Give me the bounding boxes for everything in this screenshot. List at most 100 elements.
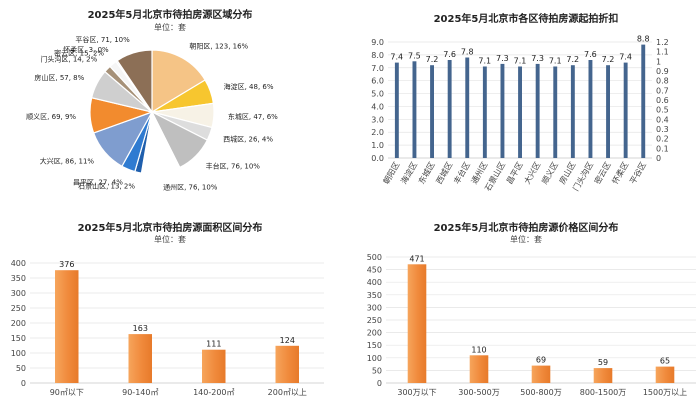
bar <box>535 63 540 158</box>
bar <box>641 44 646 158</box>
y-tick-label: 150 <box>11 334 26 343</box>
chart-title: 2025年5月北京市待拍房源价格区间分布 <box>434 221 619 234</box>
slice-label: 丰台区, 76, 10% <box>206 161 261 170</box>
x-tick-label: 怀柔区 <box>610 160 631 186</box>
x-tick-label: 300万以下 <box>397 388 436 397</box>
chart-subtitle: 单位：套 <box>154 22 186 32</box>
x-tick-label: 200㎡以上 <box>268 388 307 397</box>
y-tick-label: 250 <box>367 316 382 325</box>
bar <box>655 366 675 383</box>
slice-label: 大兴区, 86, 11% <box>40 157 95 166</box>
slice-label: 朝阳区, 123, 16% <box>189 41 248 50</box>
x-tick-label: 90㎡以下 <box>50 388 84 397</box>
y-tick-label: 500 <box>367 253 382 262</box>
x-tick-label: 平谷区 <box>628 161 648 186</box>
y-tick-label: 9.0 <box>371 38 384 47</box>
y2-tick-label: 0.2 <box>656 135 669 144</box>
slice-label: 怀柔区, 3, 0% <box>63 45 109 54</box>
chart-subtitle: 单位：套 <box>510 234 542 244</box>
data-label: 7.6 <box>584 50 597 59</box>
y-tick-label: 200 <box>11 319 26 328</box>
data-label: 7.3 <box>531 54 544 63</box>
data-label: 163 <box>133 324 148 333</box>
bar <box>482 66 487 158</box>
slice-label: 门头沟区, 14, 2% <box>40 55 97 64</box>
data-label: 471 <box>409 254 424 263</box>
data-label: 7.4 <box>390 53 403 62</box>
x-tick-label: 大兴区 <box>522 160 543 186</box>
y2-tick-label: 0.9 <box>656 67 669 76</box>
y-tick-label: 450 <box>367 266 382 275</box>
x-tick-label: 朝阳区 <box>382 161 402 186</box>
y-tick-label: 7.0 <box>371 64 384 73</box>
slice-label: 西城区, 26, 4% <box>223 135 273 143</box>
y-tick-label: 300 <box>367 303 382 312</box>
x-tick-label: 500-800万 <box>520 388 561 397</box>
y-tick-label: 350 <box>11 274 26 283</box>
x-tick-label: 西城区 <box>435 161 455 186</box>
x-tick-label: 140-200㎡ <box>193 388 234 397</box>
slice-label: 通州区, 76, 10% <box>163 183 218 192</box>
data-label: 7.3 <box>496 54 509 63</box>
bar <box>55 270 79 383</box>
y2-tick-label: 0.3 <box>656 125 669 134</box>
slice-label: 房山区, 57, 8% <box>34 73 84 82</box>
data-label: 7.2 <box>602 55 615 64</box>
y-tick-label: 150 <box>367 341 382 350</box>
x-tick-label: 90-140㎡ <box>122 388 158 397</box>
bar <box>394 62 399 158</box>
data-label: 65 <box>660 357 670 366</box>
x-tick-label: 海淀区 <box>398 160 419 186</box>
y2-tick-label: 1 <box>656 57 661 66</box>
chart-title: 2025年5月北京市待拍房源区域分布 <box>88 8 253 21</box>
y-tick-label: 4.0 <box>371 102 384 111</box>
x-tick-label: 丰台区 <box>451 160 472 186</box>
price-distribution-panel: 2025年5月北京市待拍房源价格区间分布 单位：套 0 50 100 150 200 25… <box>352 205 700 405</box>
chart-title: 2025年5月北京市待拍房源面积区间分布 <box>78 221 263 234</box>
y-tick-label: 400 <box>367 278 382 287</box>
area-distribution-panel: 2025年5月北京市待拍房源面积区间分布 单位：套 0 50 100 150 200 25… <box>0 205 340 405</box>
y2-tick-label: 0.6 <box>656 96 669 105</box>
y2-tick-label: 0.7 <box>656 86 669 95</box>
bar <box>593 368 613 383</box>
bar <box>623 62 628 158</box>
slice-label: 顺义区, 69, 9% <box>26 113 76 121</box>
slice-label: 密云区, 15, 2% <box>54 49 104 58</box>
y-tick-label: 0.0 <box>371 154 384 163</box>
x-tick-label: 300-500万 <box>458 388 499 397</box>
y-tick-label: 100 <box>11 349 26 358</box>
bar <box>202 349 226 383</box>
data-label: 59 <box>598 358 608 367</box>
bar <box>500 63 505 158</box>
y2-tick-label: 0.8 <box>656 77 669 86</box>
slice-label: 石景山区, 13, 2% <box>78 182 135 191</box>
x-tick-label: 顺义区 <box>540 161 560 186</box>
y-tick-label: 3.0 <box>371 115 384 124</box>
chart-title: 2025年5月北京市各区待拍房源起拍折扣 <box>434 12 619 25</box>
bar <box>128 334 152 383</box>
bar <box>275 345 299 383</box>
bar <box>407 264 427 383</box>
bar <box>570 65 575 158</box>
y-tick-label: 0 <box>377 379 382 388</box>
bar <box>606 65 610 158</box>
y-tick-label: 100 <box>367 354 382 363</box>
data-label: 7.2 <box>426 55 439 64</box>
y-tick-label: 350 <box>367 291 382 300</box>
slice-label: 东城区, 47, 6% <box>228 112 278 121</box>
data-label: 7.4 <box>619 53 632 62</box>
data-label: 376 <box>59 260 74 269</box>
y2-tick-label: 1.1 <box>656 48 669 57</box>
area-bar-chart: 2025年5月北京市待拍房源面积区间分布 单位：套 0 50 100 150 200 25… <box>11 221 324 397</box>
bar <box>465 57 470 158</box>
pie-slice <box>116 49 153 114</box>
bar <box>531 365 551 383</box>
y-tick-label: 50 <box>16 364 26 373</box>
x-tick-label: 1500万以上 <box>643 388 687 397</box>
data-label: 7.1 <box>514 57 527 66</box>
slice-label: 海淀区, 48, 6% <box>224 82 274 91</box>
y-tick-label: 2.0 <box>371 128 384 137</box>
y-tick-label: 1.0 <box>371 141 384 150</box>
data-label: 7.2 <box>566 55 579 64</box>
data-label: 124 <box>280 336 295 345</box>
